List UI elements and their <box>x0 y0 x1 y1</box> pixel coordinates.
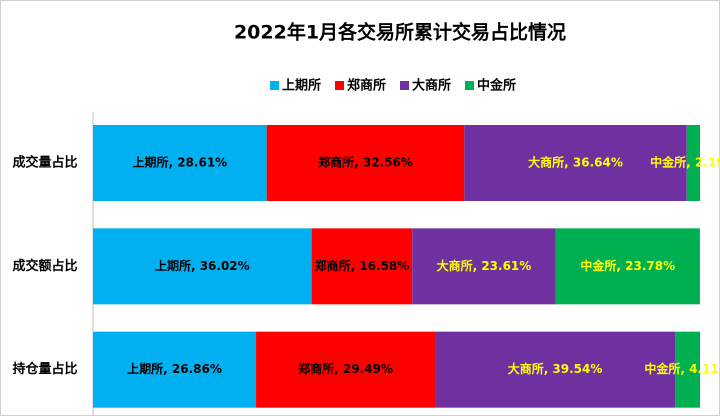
y-tick-label: 成交额占比 <box>12 258 77 274</box>
data-label: 大商所, 39.54% <box>508 361 603 376</box>
legend-label: 上期所 <box>282 78 321 94</box>
bar-segment <box>464 125 687 201</box>
y-tick-label: 成交量占比 <box>12 155 77 171</box>
legend-swatch <box>270 81 279 90</box>
data-label: 中金所, 23.78% <box>580 258 675 273</box>
bar-segment <box>93 125 267 201</box>
bar-segment <box>435 331 676 408</box>
legend-label: 郑商所 <box>347 78 386 94</box>
bar-segment <box>256 331 436 408</box>
data-label: 中金所, 4.11% <box>644 361 720 376</box>
legend-swatch <box>335 81 344 90</box>
bar-segment <box>555 228 700 305</box>
bar-segment <box>675 331 700 408</box>
bar-segment <box>311 228 413 305</box>
bar-segment <box>686 125 700 201</box>
data-label: 大商所, 23.61% <box>437 258 532 273</box>
bar-segment <box>412 228 556 305</box>
data-label: 上期所, 36.02% <box>155 258 250 273</box>
bar-segment <box>93 331 257 408</box>
y-tick-label: 持仓量占比 <box>12 361 77 377</box>
data-label: 郑商所, 29.49% <box>298 361 393 376</box>
bar-segment <box>93 228 312 305</box>
legend-label: 大商所 <box>412 78 451 94</box>
data-label: 大商所, 36.64% <box>528 155 623 170</box>
data-label: 上期所, 28.61% <box>132 155 227 170</box>
legend-swatch <box>400 81 409 90</box>
data-label: 郑商所, 32.56% <box>318 155 413 170</box>
bar-segment <box>266 125 465 201</box>
data-label: 郑商所, 16.58% <box>315 258 410 273</box>
data-label: 上期所, 26.86% <box>127 361 222 376</box>
legend-swatch <box>465 81 474 90</box>
legend-label: 中金所 <box>477 78 516 94</box>
data-label: 中金所, 2.19% <box>650 155 720 170</box>
chart-title: 2022年1月各交易所累计交易占比情况 <box>234 21 566 44</box>
